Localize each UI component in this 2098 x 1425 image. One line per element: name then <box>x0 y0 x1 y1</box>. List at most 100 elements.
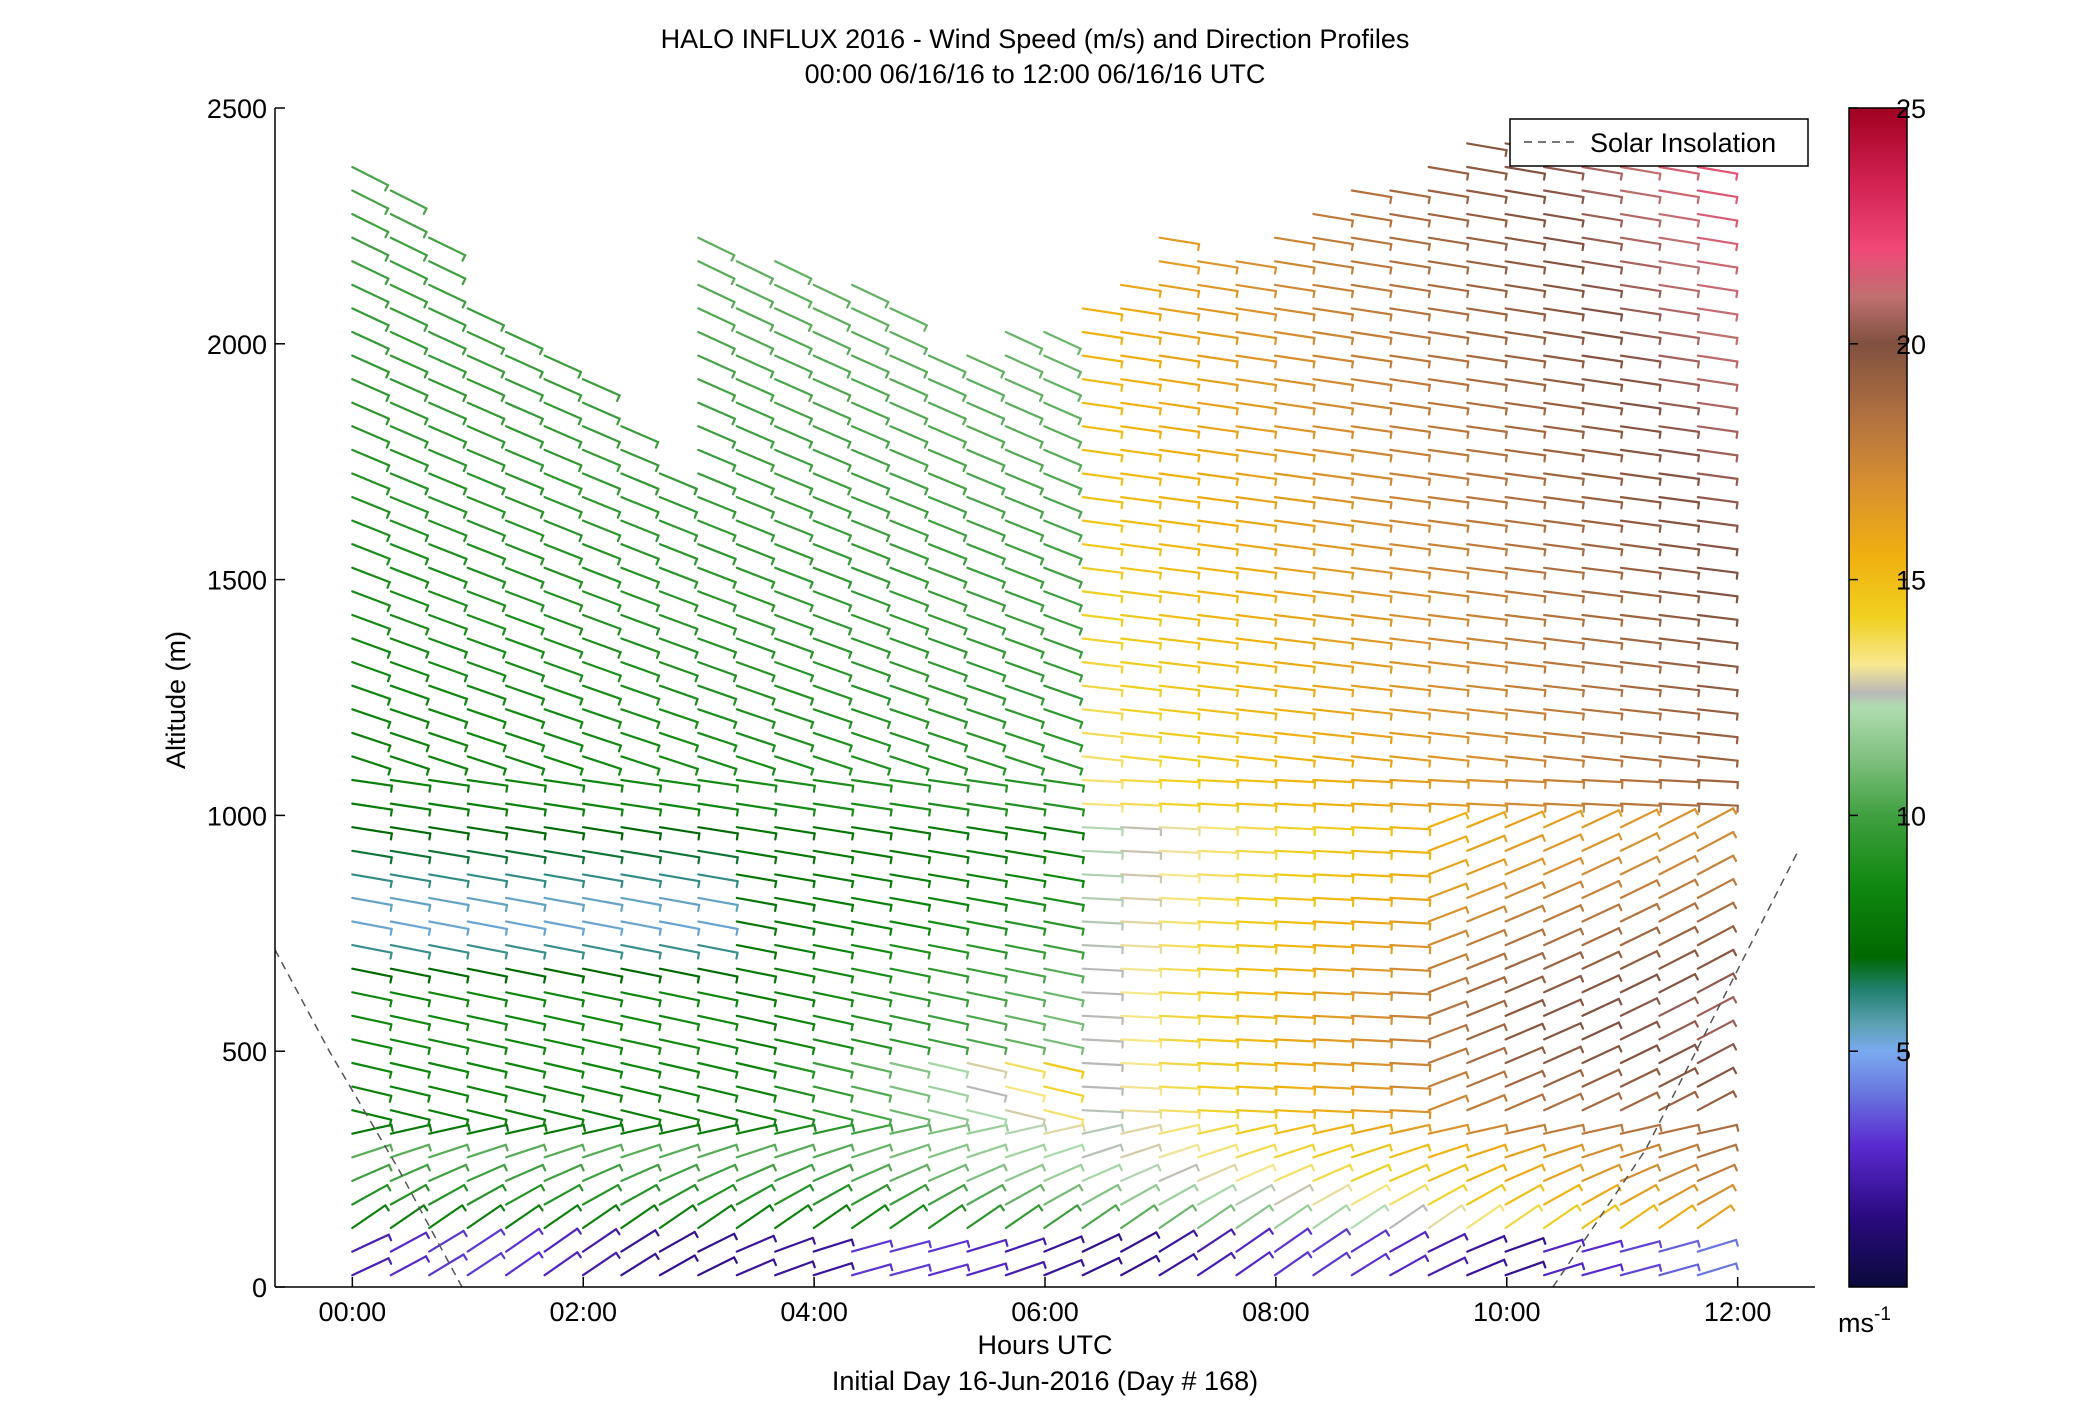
wind-barb-shaft <box>1312 826 1355 831</box>
wind-barb-shaft <box>1466 778 1509 784</box>
wind-barb-flag <box>466 784 470 793</box>
wind-barb-shaft <box>1658 496 1701 504</box>
wind-barb-flag <box>1039 1183 1045 1192</box>
wind-barb <box>1619 260 1662 275</box>
wind-barb-shaft <box>927 1239 969 1253</box>
wind-barb <box>1466 1204 1505 1230</box>
wind-barb-shaft <box>620 637 661 654</box>
wind-barb-shaft <box>581 1143 623 1159</box>
wind-barb-shaft <box>1427 1232 1466 1253</box>
wind-barb <box>658 920 701 936</box>
wind-barb-shaft <box>505 731 546 747</box>
wind-barb <box>466 1183 507 1206</box>
wind-barb-shaft <box>774 1163 814 1183</box>
wind-barb-flag <box>1158 430 1162 439</box>
wind-barb <box>966 354 1006 379</box>
wind-barb <box>1504 213 1547 228</box>
wind-barb-shaft <box>735 496 775 514</box>
wind-barb <box>658 826 701 841</box>
wind-barb <box>927 873 970 889</box>
wind-barb-shaft <box>1081 1183 1119 1206</box>
wind-barb-flag <box>1465 1143 1470 1152</box>
wind-barb-shaft <box>1619 950 1659 970</box>
wind-barb <box>1235 613 1278 627</box>
wind-barb-shaft <box>1504 448 1547 457</box>
wind-barb <box>389 307 429 332</box>
wind-barb-flag <box>884 300 890 309</box>
wind-barb <box>774 566 814 589</box>
wind-barb-flag <box>1541 951 1546 960</box>
wind-barb <box>389 684 430 706</box>
wind-barb-shaft <box>1542 778 1586 784</box>
wind-barb-shaft <box>581 708 622 724</box>
wind-barb <box>812 755 853 776</box>
wind-barb-shaft <box>1273 920 1317 925</box>
wind-barb <box>1504 1183 1545 1206</box>
wind-barb-flag <box>1541 1069 1546 1078</box>
wind-barb <box>1658 613 1701 627</box>
wind-barb <box>351 849 393 865</box>
wind-barb-flag <box>1040 697 1045 706</box>
wind-barb-flag <box>693 510 699 519</box>
wind-barb-flag <box>1080 1094 1085 1103</box>
wind-barb-flag <box>1120 642 1124 651</box>
wind-barb-shaft <box>1120 1123 1162 1135</box>
wind-barb-flag <box>1312 689 1316 698</box>
wind-barb <box>1350 378 1393 392</box>
wind-barb-flag <box>654 464 660 473</box>
wind-barb-flag <box>467 1123 471 1132</box>
wind-barb-flag <box>889 856 893 865</box>
wind-barb-shaft <box>1581 448 1624 457</box>
wind-barb-shaft <box>1235 354 1278 363</box>
wind-barb <box>1696 1143 1739 1159</box>
wind-barb-flag <box>1348 1163 1354 1172</box>
wind-barb <box>1542 566 1585 580</box>
wind-barb-shaft <box>1350 731 1393 739</box>
wind-barb-shaft <box>812 1163 852 1183</box>
wind-barb-flag <box>1542 243 1547 252</box>
wind-barb-shaft <box>505 496 545 514</box>
wind-barb <box>1504 637 1547 651</box>
wind-barb-shaft <box>1619 519 1662 528</box>
wind-barb <box>581 1204 621 1230</box>
wind-barb-flag <box>1619 1239 1624 1248</box>
wind-barb <box>1658 925 1699 947</box>
wind-barb-flag <box>1230 1228 1236 1236</box>
wind-barb <box>735 260 774 286</box>
wind-barb <box>505 1227 544 1253</box>
wind-barb-shaft <box>966 778 1009 787</box>
wind-barb-flag <box>851 1123 856 1132</box>
wind-barb-flag <box>1466 172 1470 181</box>
wind-barb <box>1466 260 1508 275</box>
wind-barb-shaft <box>466 1109 508 1121</box>
wind-barb <box>351 354 390 379</box>
wind-barb-shaft <box>774 920 816 931</box>
wind-barb-flag <box>616 510 622 519</box>
wind-barb <box>1389 1183 1430 1206</box>
wind-barb-shaft <box>1312 354 1355 363</box>
wind-barb <box>774 1123 817 1135</box>
wind-barb-flag <box>1617 809 1623 817</box>
wind-barb-shaft <box>658 496 699 514</box>
wind-barb-shaft <box>543 354 583 374</box>
wind-barb-flag <box>658 1023 662 1032</box>
wind-barb <box>1696 878 1738 900</box>
wind-barb-shaft <box>1235 991 1278 996</box>
wind-barb <box>1619 1123 1663 1135</box>
wind-barb-shaft <box>1235 1123 1277 1135</box>
wind-barb <box>1312 236 1355 252</box>
wind-barb-flag <box>1735 172 1739 181</box>
wind-barb-shaft <box>1696 590 1739 598</box>
wind-barb <box>1542 425 1585 439</box>
wind-barb-shaft <box>389 236 428 257</box>
wind-barb-flag <box>732 1232 738 1241</box>
wind-barb-flag <box>1620 407 1624 416</box>
wind-barb-shaft <box>1004 425 1044 444</box>
wind-barb-flag <box>427 1023 431 1032</box>
wind-barb-flag <box>1004 1262 1009 1271</box>
wind-barb <box>505 778 547 793</box>
wind-barb <box>1120 849 1163 861</box>
wind-barb <box>505 354 544 379</box>
wind-barb-flag <box>1427 360 1431 369</box>
wind-barb <box>1120 307 1162 322</box>
